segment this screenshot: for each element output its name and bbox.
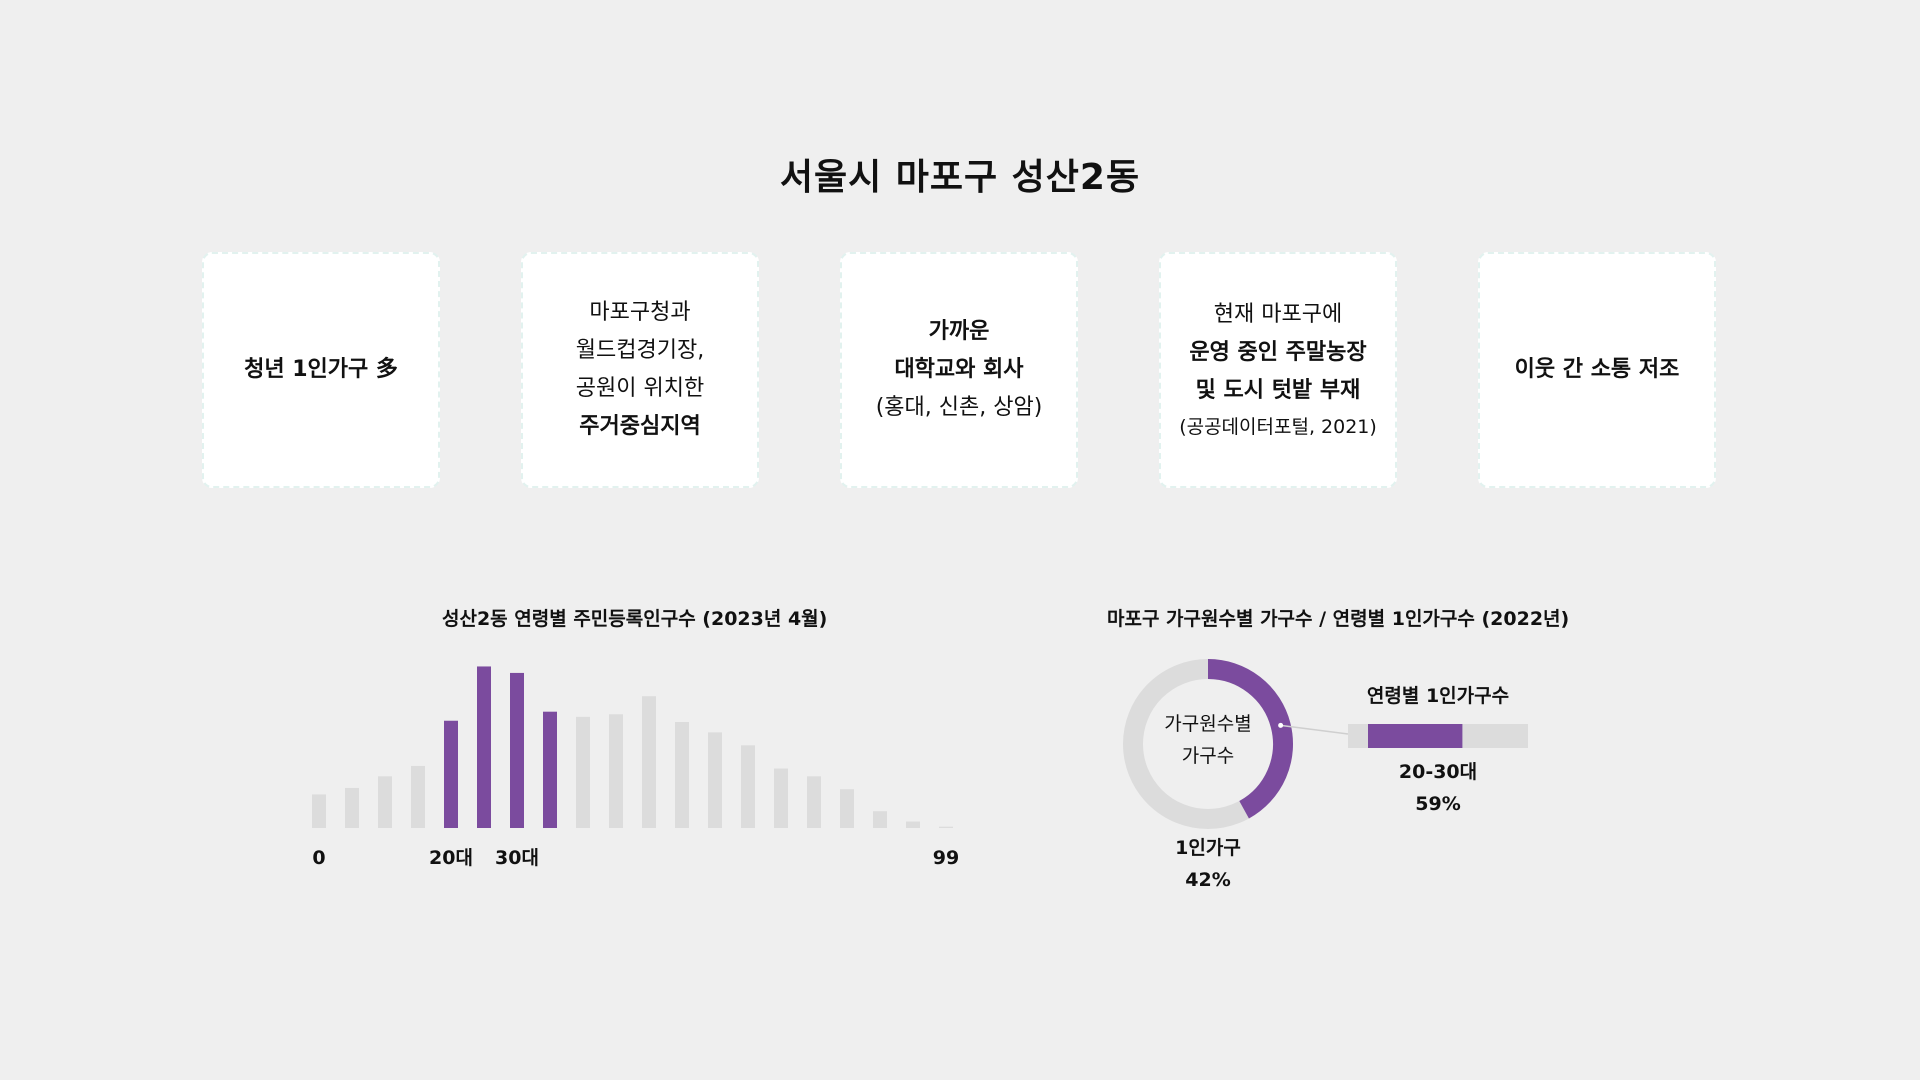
x-tick-label: 30대 [495, 847, 539, 869]
card-line: (공공데이터포털, 2021) [1179, 416, 1377, 438]
age-chart-title: 성산2동 연령별 주민등록인구수 (2023년 4월) [442, 608, 828, 630]
x-tick-label: 99 [933, 847, 959, 869]
donut-center-label: 가구수 [1181, 745, 1235, 767]
page-title: 서울시 마포구 성산2동 [779, 157, 1141, 198]
age-bar [675, 722, 689, 828]
age-bar [345, 787, 359, 828]
age-bar [576, 716, 590, 828]
card-line: (홍대, 신촌, 상암) [875, 395, 1043, 420]
single-household-bar-20-30 [1368, 724, 1463, 748]
age-bar [708, 732, 722, 828]
age-bar [312, 794, 326, 828]
info-card-1: 청년 1인가구 多 [202, 252, 440, 488]
card-line: 운영 중인 주말농장 [1189, 340, 1367, 365]
card-line: 주거중심지역 [579, 414, 701, 439]
card-line: 월드컵경기장, [575, 338, 705, 363]
age-bar [840, 789, 854, 828]
age-bar [477, 666, 491, 828]
card-line: 가까운 [928, 319, 990, 344]
household-donut-chart [1123, 659, 1528, 829]
age-bar [807, 776, 821, 828]
x-tick-label: 0 [312, 847, 325, 869]
age-bar [873, 811, 887, 828]
card-line: 현재 마포구에 [1213, 302, 1343, 327]
card-line: 마포구청과 [589, 300, 691, 325]
age-bar [906, 821, 920, 828]
bar-segment-label: 20-30대 [1398, 761, 1478, 783]
age-bar [741, 745, 755, 828]
card-line: 공원이 위치한 [575, 376, 705, 401]
bar-title: 연령별 1인가구수 [1366, 685, 1510, 707]
connector-dot [1278, 722, 1284, 728]
card-line: 대학교와 회사 [894, 357, 1024, 382]
household-chart-title: 마포구 가구원수별 가구수 / 연령별 1인가구수 (2022년) [1107, 608, 1570, 630]
age-bar [939, 826, 953, 828]
age-bar [411, 765, 425, 828]
age-bar [378, 776, 392, 828]
age-bar [543, 711, 557, 828]
info-card-5: 이웃 간 소통 저조 [1478, 252, 1716, 488]
age-bar [609, 714, 623, 828]
age-bar [642, 696, 656, 828]
bar-segment-value: 59% [1415, 793, 1461, 815]
slice-label: 1인가구 [1175, 837, 1241, 859]
connector-line [1280, 724, 1349, 735]
card-line: 및 도시 텃밭 부재 [1195, 378, 1361, 403]
age-bar [774, 768, 788, 828]
age-bar [510, 672, 524, 828]
donut-center-label: 가구원수별 [1164, 713, 1252, 735]
card-line: 청년 1인가구 多 [244, 357, 398, 382]
card-line: 이웃 간 소통 저조 [1514, 357, 1680, 382]
age-population-chart: 0 20대 30대 99 [312, 666, 959, 869]
x-tick-label: 20대 [429, 847, 473, 869]
age-bar [444, 720, 458, 828]
slice-value: 42% [1185, 869, 1231, 891]
